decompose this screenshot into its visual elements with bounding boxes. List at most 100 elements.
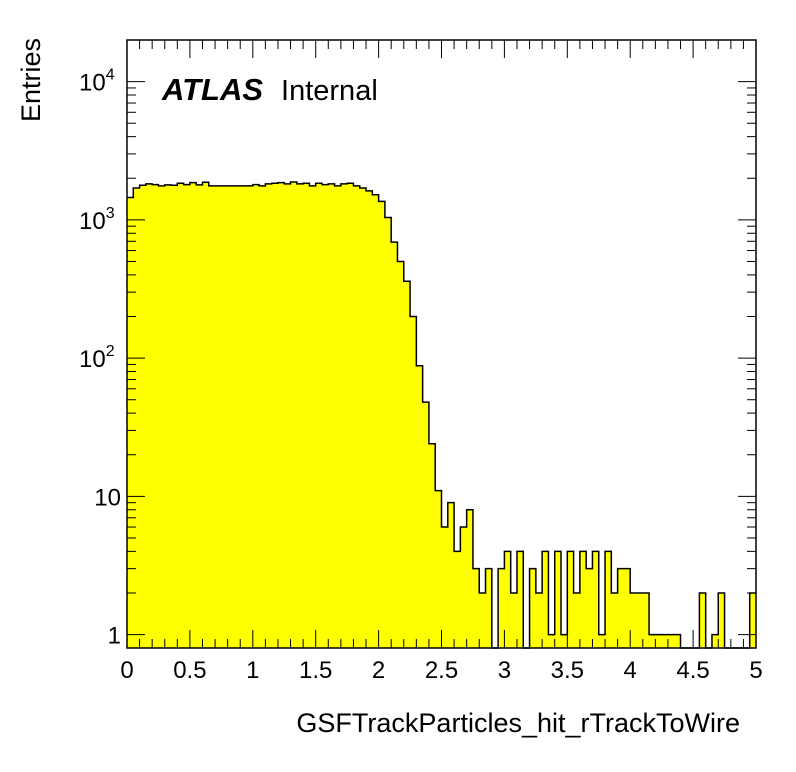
histogram-bar (152, 184, 159, 648)
histogram-bar (535, 592, 543, 648)
histogram-bar (403, 281, 411, 648)
histogram-bar (504, 551, 511, 648)
histogram-bar (334, 185, 342, 648)
histogram-bar (516, 551, 524, 648)
histogram-bar (384, 217, 392, 648)
histogram-bar (630, 592, 637, 648)
histogram-bar (353, 185, 361, 648)
histogram-bar (202, 182, 210, 648)
histogram-bar (649, 634, 656, 648)
atlas-label-internal: Internal (281, 75, 378, 107)
histogram-bar (466, 509, 474, 648)
histogram-outline (127, 181, 756, 649)
x-tick-label: 4 (624, 657, 637, 684)
histogram-bar (240, 185, 247, 648)
histogram-bar (366, 190, 373, 648)
histogram-bar (428, 443, 436, 648)
histogram-bar (447, 502, 455, 648)
histogram-bar (265, 183, 272, 648)
histogram-bar (284, 183, 291, 648)
x-tick-labels: 0 0.5 1 1.5 2 2.5 3 3.5 4 4.5 5 (120, 657, 762, 684)
x-tick-label: 2.5 (425, 657, 458, 684)
x-tick-label: 1.5 (299, 657, 332, 684)
histogram-bar (485, 568, 493, 648)
x-axis-label: GSFTrackParticles_hit_rTrackToWire (296, 708, 740, 738)
histogram-bar (661, 634, 669, 648)
histogram-bar (605, 551, 612, 648)
histogram-bar (221, 185, 228, 648)
y-tick-labels: 1 10 102 103 104 (79, 67, 121, 650)
histogram-bar (699, 592, 706, 648)
histogram-bar (548, 634, 556, 648)
histogram-bar (340, 183, 348, 648)
histogram-bar (139, 185, 147, 648)
histogram-bar (378, 201, 386, 648)
y-axis-label: Entries (16, 38, 46, 122)
histogram-bar (667, 634, 675, 648)
histogram-bar (127, 197, 134, 649)
histogram-bar (271, 183, 279, 648)
histogram-bar (561, 634, 568, 648)
histogram-bar (542, 551, 549, 648)
histogram-bar (623, 568, 631, 648)
histogram-bar (472, 568, 480, 648)
histogram-bar (303, 183, 310, 648)
histogram-bar (246, 185, 254, 648)
histogram-bar (567, 551, 574, 648)
histogram-bar (177, 183, 184, 648)
histogram-bar (611, 592, 618, 648)
histogram-bar (416, 365, 423, 648)
histogram-bar (410, 316, 417, 648)
axis-ticks (126, 39, 757, 648)
y-tick-label: 1 (108, 623, 121, 650)
histogram-bar (498, 568, 505, 648)
y-tick-label: 10 (94, 484, 121, 511)
x-tick-label: 0 (120, 657, 133, 684)
histogram-bar (554, 551, 562, 648)
histogram-bar (718, 592, 725, 648)
histogram-bar (277, 182, 285, 648)
histogram-bar (215, 185, 222, 648)
histogram-bar (252, 184, 260, 648)
histogram-bar (579, 551, 587, 648)
histogram-bar (642, 592, 650, 648)
histogram-bar (171, 185, 178, 648)
histogram-bar (655, 634, 662, 648)
histogram-bar (164, 184, 172, 648)
histogram-bar (359, 188, 367, 648)
histogram-bar (573, 592, 581, 648)
histogram-bar (347, 183, 354, 648)
histogram-bar (290, 181, 298, 648)
histogram-bar (617, 568, 625, 648)
x-tick-label: 3.5 (551, 657, 584, 684)
histogram-bar (189, 182, 197, 648)
histogram-bar (133, 188, 140, 648)
histogram-bar (749, 592, 757, 648)
histogram-bar (391, 242, 398, 648)
histogram-bar (422, 402, 430, 648)
histogram-bar (510, 592, 518, 648)
histogram-bar (435, 490, 442, 648)
histogram-bar (321, 184, 329, 648)
histogram-bar (183, 184, 191, 648)
atlas-label-bold: ATLAS (161, 72, 263, 107)
histogram-bar (636, 592, 644, 648)
histogram-bar (196, 184, 203, 648)
atlas-label: ATLAS Internal (161, 72, 378, 107)
histogram-bar (158, 185, 166, 648)
histogram-bar (233, 185, 241, 648)
x-tick-label: 1 (246, 657, 259, 684)
histogram-bar (479, 592, 486, 648)
histogram-bar (309, 185, 316, 648)
histogram-bar (441, 527, 449, 648)
histogram-bar (227, 185, 235, 648)
y-tick-label: 102 (79, 343, 115, 373)
histogram-bar (296, 183, 304, 648)
histogram-bar (454, 551, 461, 648)
x-tick-label: 5 (749, 657, 762, 684)
histogram-bar (711, 634, 719, 648)
x-tick-label: 4.5 (676, 657, 709, 684)
x-tick-label: 2 (372, 657, 385, 684)
histogram-bar (372, 194, 379, 649)
